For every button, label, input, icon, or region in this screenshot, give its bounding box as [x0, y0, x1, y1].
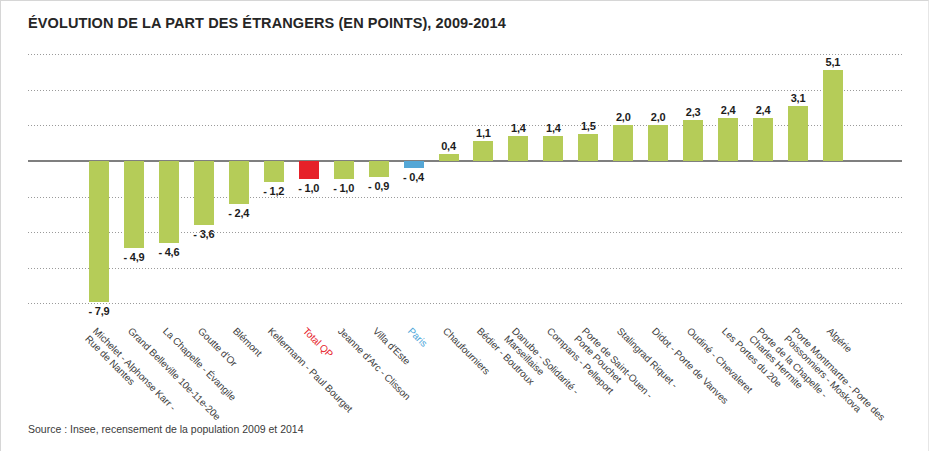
category-label: Oudiné - Chevaleret [685, 326, 754, 395]
gridline [28, 268, 902, 269]
bar [334, 161, 354, 179]
bar [578, 134, 598, 161]
figure: ÉVOLUTION DE LA PART DES ÉTRANGERS (EN P… [0, 0, 929, 451]
source-note: Source : Insee, recensement de la popula… [28, 423, 304, 435]
bar-value-label: 3,1 [776, 92, 820, 104]
bar [543, 136, 563, 161]
bar [404, 161, 424, 168]
bar-value-label: - 2,4 [217, 207, 261, 219]
bar [753, 118, 773, 161]
bar [718, 118, 738, 161]
bar [264, 161, 284, 182]
bar [613, 125, 633, 161]
bar-value-label: - 0,4 [392, 171, 436, 183]
bar-value-label: - 4,6 [147, 246, 191, 258]
bar [473, 141, 493, 161]
bar [159, 161, 179, 243]
bar-value-label: 5,1 [811, 56, 855, 68]
bar [683, 120, 703, 161]
plot-area: - 7,9 Michelet - Alphonse Karr - Rue de N… [1, 1, 929, 451]
bar [194, 161, 214, 225]
bar-value-label: - 7,9 [77, 305, 121, 317]
bar [823, 70, 843, 161]
bar-value-label: 2,4 [741, 104, 785, 116]
bar [124, 161, 144, 248]
bar [369, 161, 389, 177]
bar [788, 106, 808, 161]
bar [89, 161, 109, 302]
category-label: Algérie [825, 326, 854, 355]
bar [229, 161, 249, 204]
bar-value-label: 0,4 [427, 140, 471, 152]
gridline [28, 90, 902, 91]
category-label: Jeanne d'Arc - Clisson [335, 326, 411, 402]
gridline [28, 54, 902, 55]
bar [439, 154, 459, 161]
bar [648, 125, 668, 161]
category-label: Paris [405, 326, 428, 349]
bar [508, 136, 528, 161]
bar-value-label: - 3,6 [182, 228, 226, 240]
category-label: Blémont [230, 326, 263, 359]
category-label: Total QP [300, 326, 334, 360]
bar [299, 161, 319, 179]
gridline [28, 303, 902, 304]
category-label: Michelet - Alphonse Karr - Rue de Nantes [83, 326, 177, 420]
